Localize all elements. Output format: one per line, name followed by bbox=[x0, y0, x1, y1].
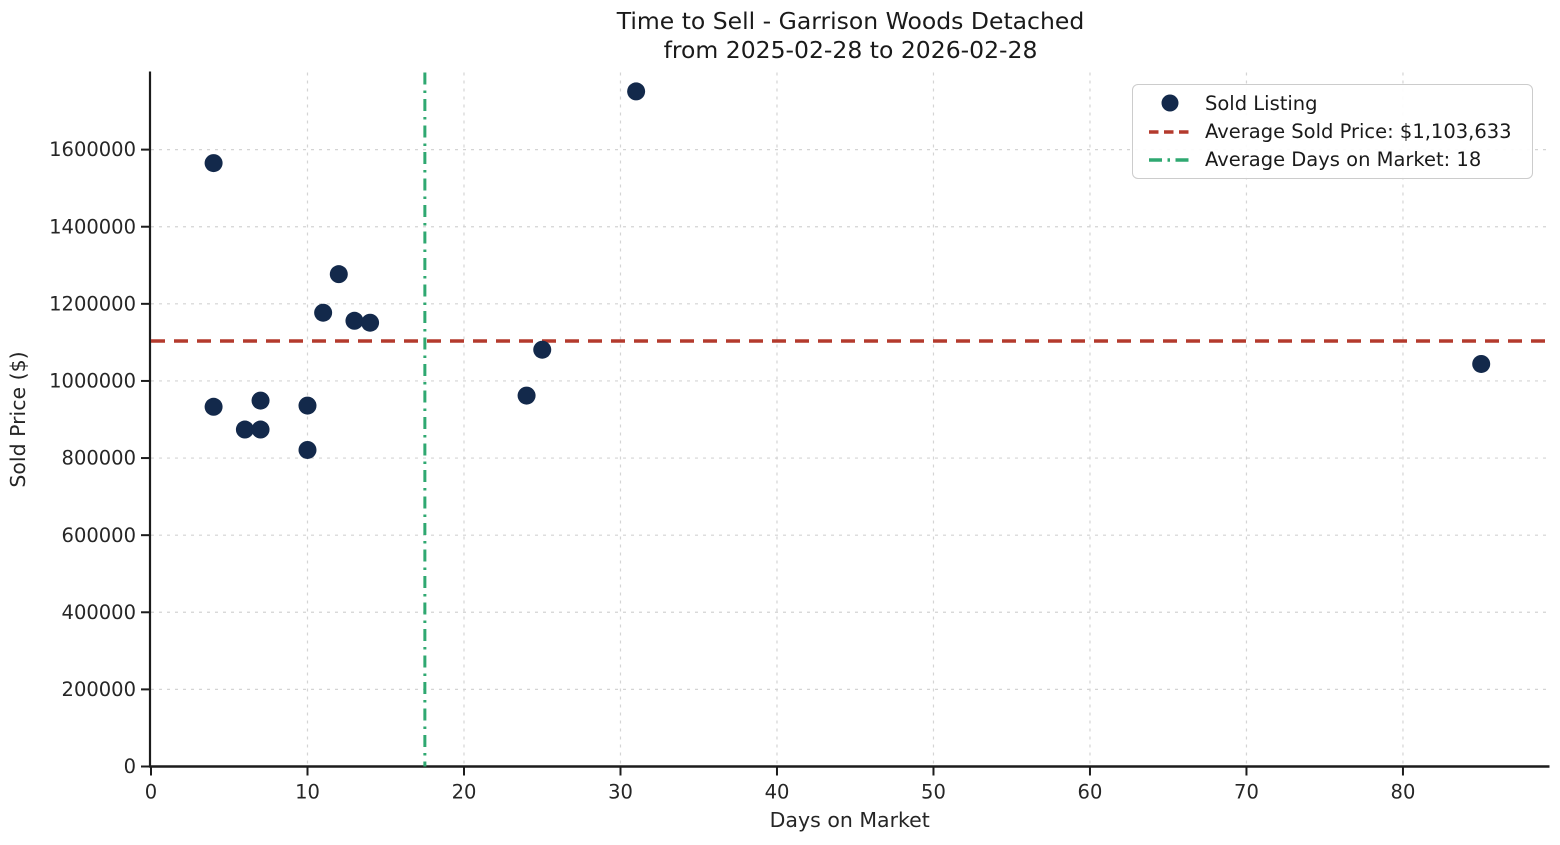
chart-title-line2: from 2025-02-28 to 2026-02-28 bbox=[663, 36, 1038, 64]
scatter-point bbox=[329, 265, 348, 284]
scatter-point bbox=[298, 440, 317, 459]
scatter-point bbox=[627, 82, 646, 101]
scatter-point bbox=[533, 340, 552, 359]
scatter-point bbox=[517, 386, 536, 405]
x-tick-label: 0 bbox=[145, 781, 157, 804]
scatter-point bbox=[251, 420, 270, 439]
legend-label-avg-days: Average Days on Market: 18 bbox=[1205, 148, 1482, 172]
scatter-point bbox=[361, 313, 380, 332]
legend: Sold Listing Average Sold Price: $1,103,… bbox=[1132, 84, 1533, 179]
sold-listing-dot-glyph bbox=[1161, 94, 1179, 112]
scatter-point bbox=[314, 303, 333, 322]
y-tick-label: 600000 bbox=[62, 524, 136, 547]
scatter-point bbox=[204, 397, 223, 416]
sold-listing-dot-icon bbox=[1147, 93, 1193, 113]
scatter-point bbox=[298, 396, 317, 415]
x-tick-label: 30 bbox=[608, 781, 633, 804]
scatter-point bbox=[1472, 354, 1491, 373]
legend-label-sold-listing: Sold Listing bbox=[1205, 91, 1318, 115]
dashed-line-icon bbox=[1147, 128, 1193, 136]
dashdot-line-icon bbox=[1147, 156, 1193, 164]
x-axis-label: Days on Market bbox=[770, 808, 930, 832]
legend-item-sold-listing: Sold Listing bbox=[1141, 89, 1524, 117]
x-tick-label: 80 bbox=[1391, 781, 1416, 804]
dashed-line-glyph bbox=[1149, 129, 1191, 134]
chart-title: Time to Sell - Garrison Woods Detached f… bbox=[152, 7, 1549, 65]
x-tick-label: 40 bbox=[765, 781, 790, 804]
y-tick-label: 1400000 bbox=[49, 215, 136, 238]
scatter-point bbox=[235, 420, 254, 439]
x-tick-label: 20 bbox=[452, 781, 477, 804]
y-tick-label: 200000 bbox=[62, 678, 136, 701]
chart-title-line1: Time to Sell - Garrison Woods Detached bbox=[616, 7, 1085, 35]
y-tick-label: 0 bbox=[124, 755, 136, 778]
dashdot-line-glyph bbox=[1149, 158, 1191, 162]
y-axis-label: Sold Price ($) bbox=[6, 351, 30, 487]
scatter-point bbox=[345, 311, 364, 330]
x-tick-label: 60 bbox=[1078, 781, 1103, 804]
y-tick-label: 1200000 bbox=[49, 292, 136, 315]
legend-item-avg-sold-price: Average Sold Price: $1,103,633 bbox=[1141, 118, 1524, 146]
scatter-point bbox=[251, 391, 270, 410]
scatter-point bbox=[204, 154, 223, 173]
y-tick-label: 1600000 bbox=[49, 138, 136, 161]
y-tick-label: 400000 bbox=[62, 601, 136, 624]
x-tick-label: 10 bbox=[295, 781, 320, 804]
x-tick-label: 70 bbox=[1234, 781, 1259, 804]
legend-label-avg-sold-price: Average Sold Price: $1,103,633 bbox=[1205, 120, 1512, 143]
y-tick-label: 1000000 bbox=[49, 370, 136, 393]
legend-item-avg-days: Average Days on Market: 18 bbox=[1141, 146, 1524, 174]
y-tick-label: 800000 bbox=[62, 447, 136, 470]
x-tick-label: 50 bbox=[921, 781, 946, 804]
